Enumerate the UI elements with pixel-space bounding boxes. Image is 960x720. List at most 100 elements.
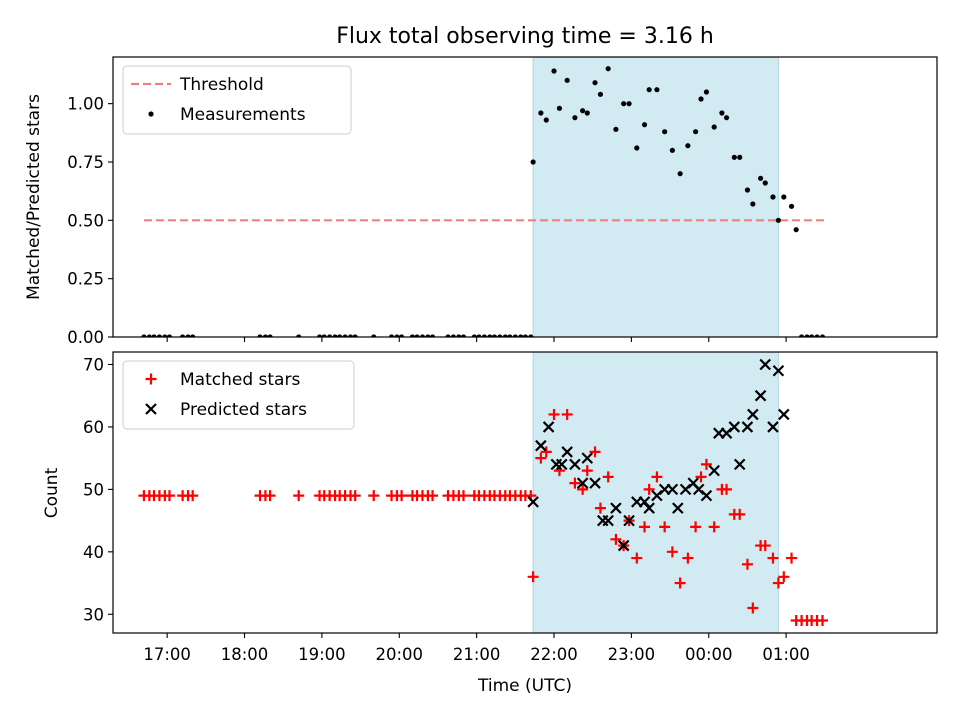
- count-series-0-point: [772, 577, 784, 589]
- count-series-1-point: [542, 421, 555, 433]
- count-series-0-point: [368, 490, 380, 502]
- count-series-0-point: [187, 490, 199, 502]
- ratio-series-0-point: [580, 108, 586, 114]
- count-series-0-point: [695, 471, 707, 483]
- ratio-plot-area: [141, 57, 826, 337]
- ratio-observing-window-span: [532, 57, 779, 337]
- ratio-series-0-point: [634, 145, 640, 151]
- ratio-series-0-point: [409, 334, 416, 337]
- count-series-1-point: [733, 458, 746, 471]
- count-y-tick-label: 70: [83, 355, 104, 374]
- count-series-0-point: [708, 521, 720, 533]
- x-tick-label: 21:00: [453, 645, 501, 664]
- ratio-series-0-point: [770, 194, 776, 200]
- ratio-series-0-point: [342, 334, 348, 337]
- ratio-series-0-point: [429, 334, 436, 337]
- count-series-1-point: [747, 408, 759, 421]
- count-series-0-point: [778, 571, 790, 583]
- count-series-1-point: [617, 539, 630, 552]
- ratio-series-0-point: [613, 126, 619, 132]
- count-series-1-point: [778, 408, 790, 421]
- x-tick-label: 19:00: [298, 645, 346, 664]
- count-legend-label: Matched stars: [180, 370, 300, 390]
- ratio-legend-label: Threshold: [179, 75, 264, 95]
- count-series-0-point: [734, 508, 746, 520]
- count-series-1-point: [569, 458, 581, 471]
- count-series-0-point: [690, 521, 702, 533]
- ratio-series-0-point: [703, 89, 710, 95]
- count-series-1-point: [741, 421, 754, 433]
- count-series-0-point: [651, 471, 663, 483]
- count-series-0-point: [293, 490, 305, 502]
- ratio-series-0-point: [564, 77, 570, 83]
- ratio-series-0-point: [460, 334, 467, 337]
- ratio-series-0-point: [530, 159, 536, 165]
- count-axes-frame: [112, 351, 938, 634]
- count-series-1-point: [535, 439, 547, 452]
- ratio-series-0-point: [572, 115, 578, 121]
- ratio-series-0-point: [788, 203, 795, 209]
- ratio-panel-y-axis-label: Matched/Predicted stars: [24, 94, 44, 300]
- ratio-series-0-point: [626, 101, 632, 107]
- ratio-y-tick-label: 0.75: [67, 153, 104, 172]
- ratio-series-0-point: [257, 334, 263, 337]
- ratio-series-0-point: [502, 334, 508, 337]
- x-tick-label: 18:00: [221, 645, 269, 664]
- ratio-series-0-point: [414, 334, 420, 337]
- count-series-0: [138, 408, 828, 627]
- x-tick-label: 22:00: [530, 645, 578, 664]
- ratio-series-0-point: [296, 334, 302, 337]
- ratio-series-0-point: [522, 334, 528, 337]
- count-series-1-point: [623, 514, 635, 527]
- x-axis-label: Time (UTC): [477, 676, 572, 696]
- count-legend-swatch: [145, 373, 157, 385]
- ratio-series-0-point: [141, 334, 147, 337]
- ratio-series-0-point: [592, 80, 598, 86]
- x-tick-label: 20:00: [375, 645, 423, 664]
- ratio-series-0-point: [491, 334, 498, 337]
- ratio-series-0-point: [321, 334, 327, 337]
- count-legend-box: [122, 360, 355, 430]
- ratio-series-0-point: [669, 147, 675, 153]
- ratio-series-0-point: [584, 110, 590, 116]
- count-plot-area: [138, 352, 828, 633]
- count-series-0-point: [594, 502, 606, 514]
- ratio-series-0-point: [419, 334, 426, 337]
- count-observing-window-span: [532, 352, 779, 633]
- count-series-0-point: [561, 408, 573, 420]
- ratio-series-0-point: [327, 334, 333, 337]
- ratio-series-0-point: [641, 122, 648, 128]
- count-series-0-point: [589, 446, 601, 458]
- ratio-series-0-point: [156, 334, 163, 337]
- count-series-0-point: [163, 490, 175, 502]
- count-series-1-point: [643, 502, 655, 514]
- ratio-series-0-point: [352, 334, 358, 337]
- ratio-series-0-point: [507, 334, 513, 337]
- count-series-0-point: [786, 552, 798, 564]
- ratio-axes-frame: [112, 56, 938, 338]
- ratio-series-0-point: [646, 87, 652, 93]
- count-series-0-point: [767, 552, 779, 564]
- ratio-series-0-point: [388, 334, 395, 337]
- count-y-tick-label: 60: [83, 418, 104, 437]
- ratio-series-0-point: [398, 334, 405, 337]
- count-legend: Matched stars Predicted stars: [122, 360, 355, 430]
- ratio-series-0-point: [750, 201, 756, 207]
- ratio-y-tick-label: 0.25: [67, 270, 104, 289]
- ratio-series-0-point: [719, 110, 725, 116]
- ratio-series-0-point: [166, 334, 173, 337]
- count-series-0-point: [759, 540, 771, 552]
- count-series-1-point: [561, 446, 573, 458]
- count-series-0-point: [721, 483, 733, 495]
- ratio-series-0-point: [528, 334, 534, 337]
- ratio-legend-label: Measurements: [180, 105, 306, 125]
- ratio-series-0-point: [456, 334, 462, 337]
- ratio-series-0-point: [804, 334, 810, 337]
- count-y-tick-label: 30: [83, 605, 104, 624]
- count-series-0-point: [639, 521, 651, 533]
- count-series-1-point: [672, 502, 684, 514]
- ratio-series-0-point: [781, 194, 787, 200]
- count-series-0-point: [666, 546, 678, 558]
- ratio-series-0-point: [677, 171, 683, 177]
